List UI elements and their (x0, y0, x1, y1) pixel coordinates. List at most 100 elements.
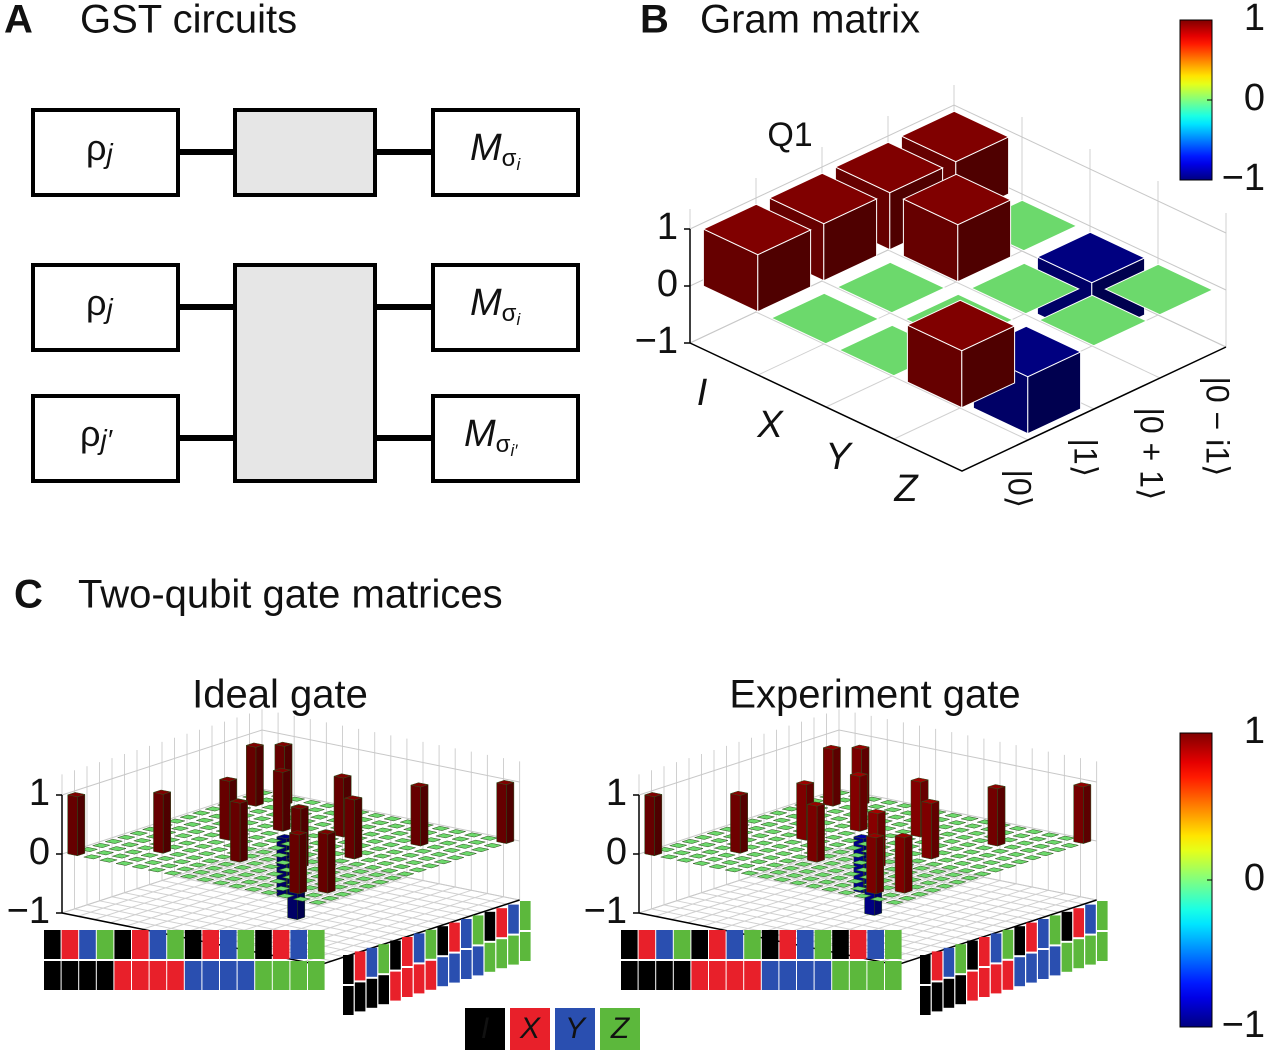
pauli-strip-cell (638, 930, 656, 959)
zero-tile (1047, 847, 1067, 853)
bar-top (688, 853, 708, 859)
bar-top (227, 883, 247, 889)
zero-tile (946, 846, 965, 852)
bar-top (681, 838, 701, 844)
bar-top (248, 808, 269, 814)
zero-tile (823, 860, 841, 866)
bar-top (730, 790, 748, 796)
zero-tile (383, 875, 403, 881)
zero-tile (970, 838, 990, 844)
zero-tile (960, 816, 980, 822)
prep-box (31, 394, 180, 483)
pauli-strip-cell (290, 930, 307, 959)
zero-tile (953, 860, 973, 866)
zero-tile (206, 839, 226, 845)
bar-top (772, 817, 792, 823)
zero-tile (982, 860, 1000, 865)
bar-top (249, 868, 269, 874)
bar (987, 784, 1006, 847)
panel-title: GST circuits (80, 0, 297, 42)
bar-side (987, 786, 998, 847)
bar-top (371, 879, 389, 885)
bar-top (233, 864, 253, 870)
panel-title: Two-qubit gate matrices (78, 573, 503, 617)
bar-top (951, 827, 971, 833)
floor-grid (149, 884, 408, 938)
pauli-strip-cell (472, 946, 484, 976)
bar-side (910, 779, 921, 838)
bar-top (702, 203, 812, 256)
bar-top (354, 876, 374, 882)
bar-top (195, 877, 215, 883)
bar-top (384, 849, 405, 855)
zero-tile (259, 830, 279, 836)
bar-top (950, 853, 968, 859)
zero-tile (985, 867, 1005, 873)
bar-top (383, 875, 403, 881)
floor-grid (224, 859, 483, 913)
bar-top (432, 826, 450, 831)
zero-tile (383, 816, 403, 822)
pauli-strip-cell (1038, 919, 1049, 948)
grid-line (638, 847, 1097, 914)
bar-top (1045, 839, 1063, 845)
zero-tile (948, 820, 966, 826)
bar-top (129, 830, 149, 836)
bar-top (697, 842, 717, 848)
bar-top (1015, 840, 1035, 846)
zero-tile (191, 810, 211, 816)
bar-top (256, 823, 276, 829)
bar-top (254, 849, 274, 855)
zero-tile (359, 857, 380, 863)
panel-label: B (640, 0, 669, 42)
floor-edge (689, 342, 1227, 472)
bar-top (468, 839, 486, 845)
bar-top (131, 864, 151, 870)
pauli-strip-cell (849, 930, 867, 959)
zero-tile (309, 899, 327, 905)
bar-top (961, 849, 982, 855)
bar-front (997, 786, 1006, 847)
zero-tile (413, 848, 433, 854)
bar-top (252, 875, 272, 881)
bar-top (381, 842, 401, 848)
pauli-strip-cell (673, 961, 691, 990)
zero-tile (442, 847, 462, 853)
bar-front (298, 832, 307, 895)
prep-box (31, 108, 180, 197)
zero-tile (117, 834, 135, 840)
zero-tile (334, 865, 355, 871)
bar (902, 173, 1012, 283)
bar-top (182, 847, 200, 853)
zero-tile (358, 883, 378, 889)
bar-top (842, 871, 862, 877)
bar-top (902, 173, 1012, 226)
bar (409, 782, 430, 847)
pauli-strip-cell (761, 930, 779, 959)
pauli-strip-cell (44, 961, 61, 990)
bar-top (982, 860, 1000, 865)
bar-top (117, 834, 135, 840)
bar-top (940, 864, 960, 870)
zero-tile (170, 825, 190, 831)
bar-top (190, 836, 210, 842)
zero-tile (468, 839, 486, 845)
zero-tile (376, 860, 396, 866)
pauli-strip-cell (638, 961, 656, 990)
bar-front (832, 746, 841, 807)
bar-top (840, 838, 860, 844)
bar-front (255, 744, 264, 807)
bar-top (435, 833, 454, 839)
pauli-strip-cell (744, 930, 761, 959)
bar-top (936, 857, 957, 863)
pauli-strip-cell (520, 901, 531, 930)
bar-top (111, 853, 131, 859)
pauli-strip-cell (402, 968, 413, 997)
zero-tile (1060, 843, 1080, 848)
pauli-strip-cell (990, 964, 1002, 994)
bar-top (379, 868, 399, 874)
pauli-strip-cell (1061, 942, 1073, 972)
pauli-strip-cell (354, 951, 366, 981)
zero-tile (725, 867, 743, 873)
bar-top (717, 852, 737, 858)
